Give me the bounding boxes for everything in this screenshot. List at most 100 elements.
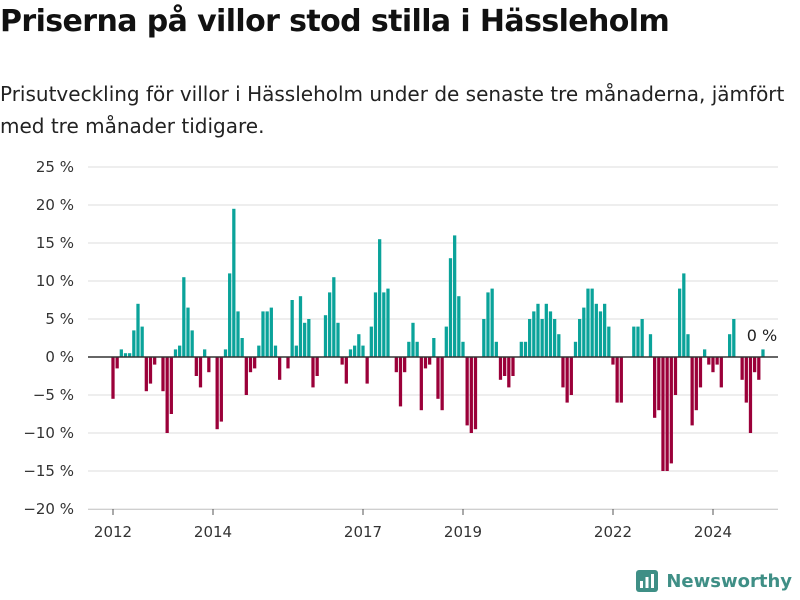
bar bbox=[715, 357, 719, 365]
y-tick-label: 5 % bbox=[45, 310, 74, 328]
bar bbox=[586, 288, 590, 357]
brand-name: Newsworthy bbox=[666, 570, 792, 592]
bar bbox=[373, 292, 378, 357]
x-axis-ticks: 2012 2014 2017 2019 2022 2024 bbox=[88, 509, 778, 541]
bar bbox=[148, 357, 153, 384]
bar bbox=[348, 349, 353, 357]
bar bbox=[361, 345, 365, 357]
bar bbox=[394, 357, 398, 373]
bar bbox=[253, 357, 257, 369]
bar bbox=[653, 357, 657, 418]
bar bbox=[632, 326, 636, 357]
bar bbox=[357, 334, 361, 357]
bar bbox=[303, 322, 307, 357]
bar bbox=[307, 319, 311, 357]
bar bbox=[669, 357, 673, 464]
bar bbox=[432, 338, 436, 357]
bar bbox=[115, 357, 119, 369]
bar bbox=[353, 345, 357, 357]
bar-chart: 25 % 20 % 15 % 10 % 5 % 0 % −5 % −10 % −15 % −20 … bbox=[23, 158, 778, 541]
bar bbox=[461, 341, 465, 357]
bar bbox=[173, 349, 178, 357]
bar bbox=[536, 303, 540, 357]
bar bbox=[419, 357, 423, 411]
bar bbox=[665, 357, 669, 471]
y-tick-label: 20 % bbox=[36, 196, 74, 214]
bar bbox=[286, 357, 290, 369]
bar bbox=[169, 357, 173, 414]
bar bbox=[503, 357, 507, 376]
bar bbox=[119, 349, 123, 357]
bar bbox=[719, 357, 723, 388]
bar bbox=[398, 357, 403, 407]
bar bbox=[182, 277, 186, 357]
y-axis-ticks: 25 % 20 % 15 % 10 % 5 % 0 % −5 % −10 % −15 % −20 … bbox=[23, 158, 74, 518]
bar bbox=[344, 357, 348, 384]
x-tick-label: 2024 bbox=[694, 523, 732, 541]
bar bbox=[215, 357, 219, 430]
bar bbox=[328, 292, 332, 357]
y-tick-label: 15 % bbox=[36, 234, 74, 252]
bar bbox=[228, 273, 232, 357]
y-tick-label: 25 % bbox=[36, 158, 74, 176]
bar bbox=[590, 288, 594, 357]
bar bbox=[607, 326, 611, 357]
bar bbox=[382, 292, 386, 357]
bar bbox=[315, 357, 319, 376]
bar bbox=[186, 307, 190, 357]
bar bbox=[582, 307, 586, 357]
bar bbox=[203, 349, 207, 357]
bar bbox=[748, 357, 753, 433]
bar bbox=[248, 357, 253, 373]
chart-subtitle: Prisutveckling för villor i Hässleholm u… bbox=[0, 82, 785, 138]
bar bbox=[598, 311, 603, 357]
bar bbox=[423, 357, 428, 369]
bar bbox=[261, 311, 265, 357]
bar bbox=[223, 349, 228, 357]
bar bbox=[294, 345, 298, 357]
bar bbox=[232, 208, 236, 357]
bar bbox=[411, 322, 415, 357]
bar bbox=[519, 341, 523, 357]
bar bbox=[290, 300, 294, 357]
bar bbox=[403, 357, 407, 373]
bar bbox=[457, 296, 461, 357]
bar bbox=[686, 334, 690, 357]
bar bbox=[682, 273, 686, 357]
x-tick-label: 2022 bbox=[594, 523, 632, 541]
bar bbox=[694, 357, 698, 411]
bar bbox=[257, 345, 261, 357]
bar bbox=[236, 311, 240, 357]
bar bbox=[473, 357, 478, 430]
bar bbox=[603, 303, 607, 357]
y-tick-label: 0 % bbox=[45, 348, 74, 366]
bar bbox=[673, 357, 678, 395]
bar bbox=[140, 326, 144, 357]
bar bbox=[507, 357, 511, 388]
bar bbox=[332, 277, 336, 357]
bar bbox=[523, 341, 528, 357]
bar bbox=[611, 357, 615, 365]
bar bbox=[436, 357, 440, 399]
chart-title: Priserna på villor stod stilla i Hässleh… bbox=[0, 4, 670, 39]
bar bbox=[365, 357, 369, 384]
x-tick-label: 2017 bbox=[344, 523, 382, 541]
bar bbox=[565, 357, 569, 403]
bar bbox=[490, 288, 494, 357]
y-tick-label: −15 % bbox=[23, 462, 74, 480]
bar bbox=[678, 288, 682, 357]
bar bbox=[198, 357, 203, 388]
bar bbox=[561, 357, 565, 388]
bar bbox=[132, 330, 136, 357]
bar bbox=[732, 319, 736, 357]
bar bbox=[219, 357, 223, 422]
y-tick-label: −5 % bbox=[33, 386, 74, 404]
x-tick-label: 2014 bbox=[194, 523, 232, 541]
bar bbox=[244, 357, 248, 395]
bar bbox=[165, 357, 169, 433]
brand-logo: Newsworthy bbox=[636, 570, 792, 592]
bar bbox=[469, 357, 473, 433]
bar bbox=[378, 239, 382, 357]
bar bbox=[636, 326, 640, 357]
bar bbox=[265, 311, 269, 357]
